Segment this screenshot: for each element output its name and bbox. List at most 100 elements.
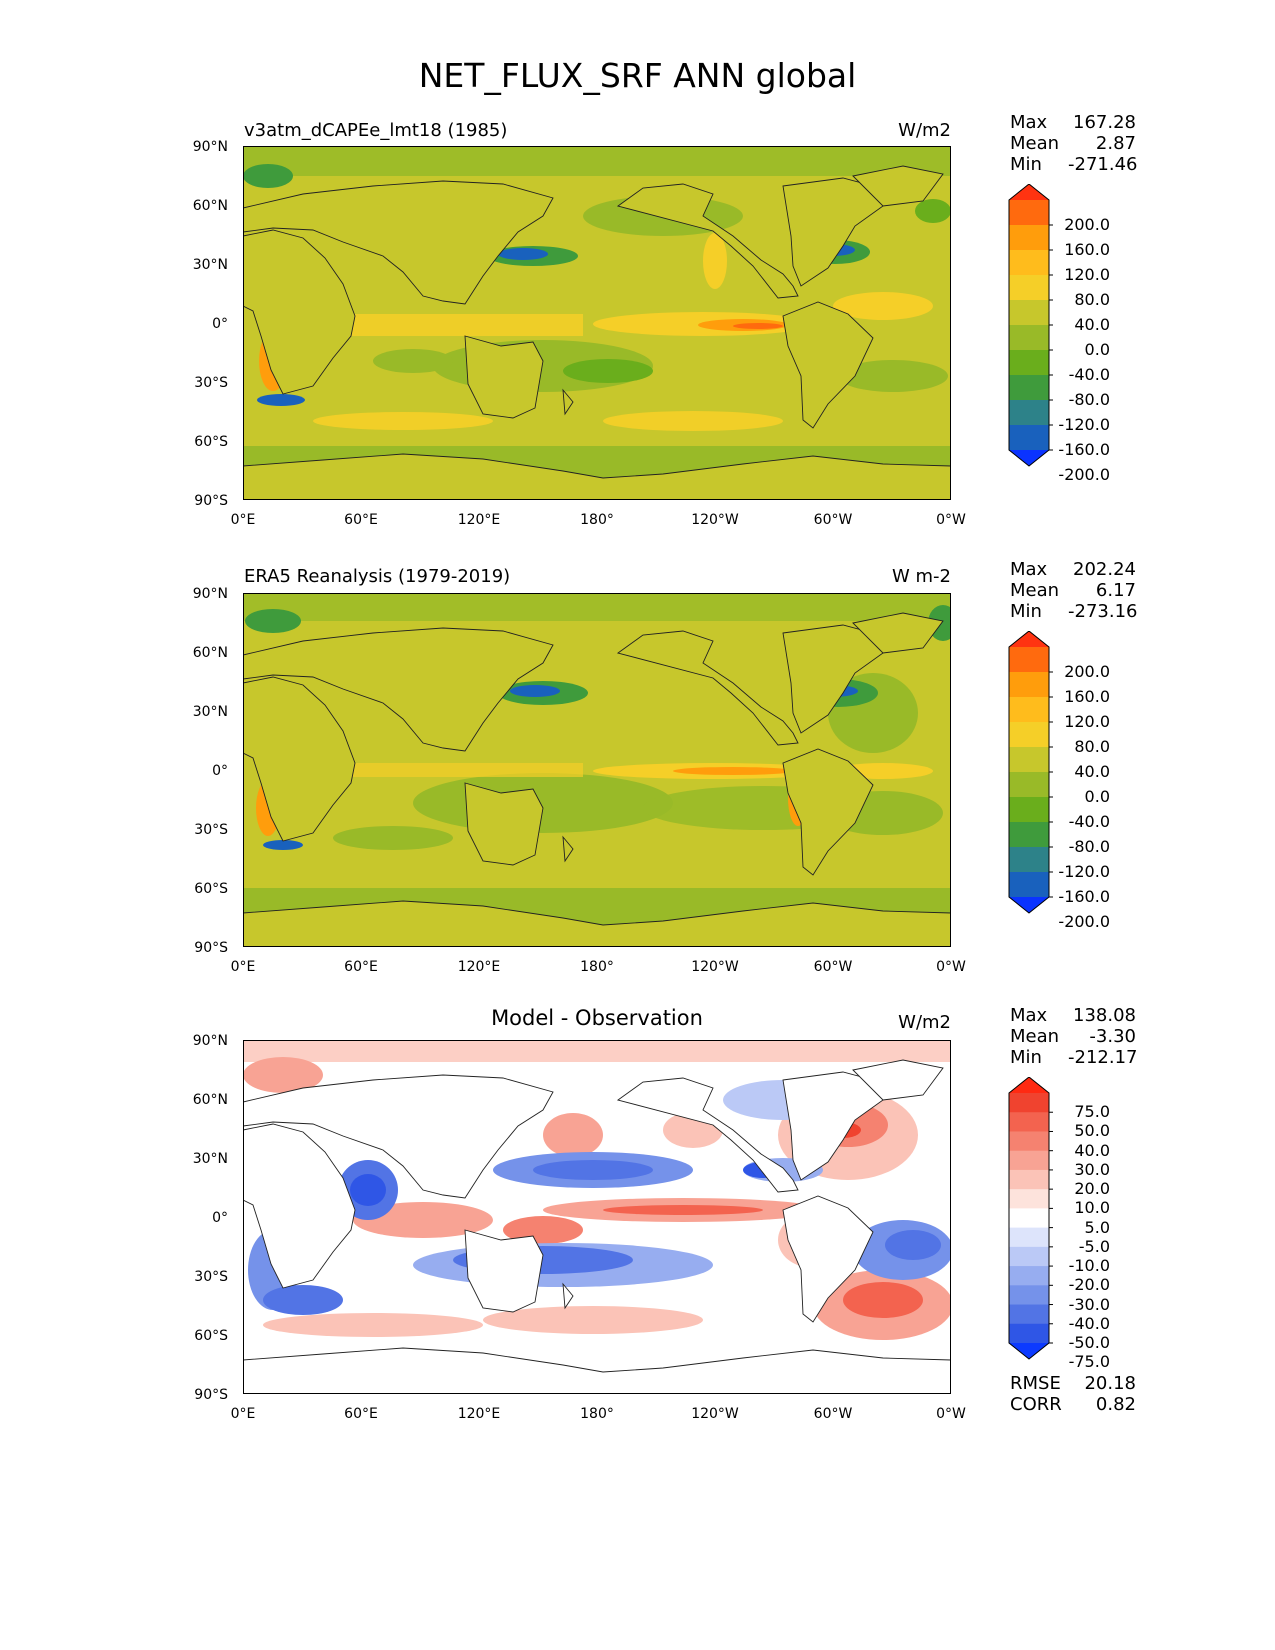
p1-lon-tick: 0°E [230, 512, 256, 528]
colorbar-label: 75.0 [1074, 1102, 1110, 1122]
colorbar-label: -40.0 [1068, 1313, 1110, 1333]
colorbar-box [1009, 772, 1049, 798]
colorbar-box [1009, 1227, 1049, 1248]
colorbar-label: -5.0 [1078, 1236, 1110, 1256]
panel-2-map [243, 593, 951, 947]
p3-stat-mean: Mean -3.30 [1010, 1026, 1136, 1047]
colorbar-extend-max [1009, 1077, 1049, 1093]
p3-lat-tick: 60°N [192, 1092, 228, 1108]
colorbar-box [1009, 1323, 1049, 1344]
coastlines [243, 1059, 951, 1394]
p3-lat-tick: 60°S [194, 1328, 228, 1344]
panel-2-units: W m-2 [891, 566, 951, 587]
p3-lon-tick: 0°W [936, 1406, 966, 1422]
colorbar-box [1009, 1150, 1049, 1171]
colorbar-label: 10.0 [1074, 1198, 1110, 1218]
p2-lat-tick: 90°S [194, 940, 228, 956]
colorbar-box [1009, 1246, 1049, 1267]
p1-stat-max: Max 167.28 [1010, 112, 1136, 133]
colorbar-label: -20.0 [1068, 1275, 1110, 1295]
p3-lon-tick: 120°W [691, 1406, 739, 1422]
p1-lat-tick: 60°N [192, 198, 228, 214]
colorbar-box [1009, 200, 1049, 226]
p3-stat-max: Max 138.08 [1010, 1005, 1136, 1026]
panel-3-units: W/m2 [898, 1012, 951, 1033]
p2-lon-tick: 60°E [344, 959, 378, 975]
equatorial-warm-band [333, 314, 583, 336]
p2-lat-tick: 0° [212, 763, 228, 779]
colorbar-box [1009, 1285, 1049, 1306]
coastlines [243, 612, 951, 947]
p3-lat-tick: 30°S [194, 1269, 228, 1285]
colorbar-box [1009, 250, 1049, 276]
p2-lat-tick: 30°S [194, 822, 228, 838]
panel-1-title: v3atm_dCAPEe_lmt18 (1985) [244, 120, 508, 141]
coastlines [243, 165, 951, 500]
p2-colorbar [1008, 631, 1053, 914]
p3-lon-tick: 60°W [813, 1406, 853, 1422]
p1-lon-tick: 120°W [691, 512, 739, 528]
eastern-pacific-warm [673, 767, 793, 775]
agulhas [263, 840, 303, 850]
p2-lon-tick: 0°W [936, 959, 966, 975]
p2-stat-min: Min -273.16 [1010, 601, 1138, 622]
p3-stat-corr: CORR 0.82 [1010, 1394, 1136, 1415]
colorbar-extend-min [1009, 897, 1049, 913]
colorbar-box [1009, 822, 1049, 848]
colorbar-box [1009, 1112, 1049, 1133]
colorbar-label: 40.0 [1074, 1140, 1110, 1160]
colorbar-label: -120.0 [1058, 415, 1110, 434]
p2-lon-tick: 180° [580, 959, 614, 975]
colorbar-box [1009, 1093, 1049, 1113]
p1-lon-tick: 60°W [813, 512, 853, 528]
colorbar-box [1009, 375, 1049, 401]
p1-colorbar [1008, 184, 1053, 467]
p3-lon-tick: 60°E [344, 1406, 378, 1422]
p1-lat-tick: 30°N [192, 257, 228, 273]
figure-title: NET_FLUX_SRF ANN global [418, 56, 857, 95]
colorbar-label: -80.0 [1068, 837, 1110, 856]
p1-lat-tick: 0° [212, 316, 228, 332]
colorbar-box [1009, 697, 1049, 723]
colorbar-label: 120.0 [1064, 265, 1110, 284]
colorbar-box [1009, 275, 1049, 301]
colorbar-extend-max [1009, 631, 1049, 647]
colorbar-box [1009, 647, 1049, 673]
panel-3-map [243, 1040, 951, 1394]
p2-lat-tick: 60°N [192, 645, 228, 661]
p2-stat-mean: Mean 6.17 [1010, 580, 1136, 601]
panel-2-title: ERA5 Reanalysis (1979-2019) [244, 566, 511, 587]
colorbar-label: -30.0 [1068, 1294, 1110, 1314]
colorbar-label: 120.0 [1064, 712, 1110, 731]
colorbar-box [1009, 1266, 1049, 1286]
p3-stat-rmse: RMSE 20.18 [1010, 1373, 1136, 1394]
panel-1-map [243, 146, 951, 500]
p2-lon-tick: 120°E [457, 959, 501, 975]
p2-lon-tick: 0°E [230, 959, 256, 975]
colorbar-box [1009, 872, 1049, 898]
colorbar-box [1009, 797, 1049, 823]
colorbar-label: 20.0 [1074, 1179, 1110, 1199]
colorbar-label: 40.0 [1074, 762, 1110, 781]
p1-lon-tick: 60°E [344, 512, 378, 528]
colorbar-label: 50.0 [1074, 1121, 1110, 1141]
colorbar-label: 160.0 [1064, 687, 1110, 706]
p1-lon-tick: 120°E [457, 512, 501, 528]
colorbar-box [1009, 325, 1049, 351]
colorbar-box [1009, 747, 1049, 773]
colorbar-label: -75.0 [1068, 1352, 1110, 1372]
colorbar-label: 40.0 [1074, 315, 1110, 334]
colorbar-label: 0.0 [1084, 787, 1110, 806]
panel-1-units: W/m2 [898, 120, 951, 141]
p3-lon-tick: 0°E [230, 1406, 256, 1422]
colorbar-label: 5.0 [1084, 1217, 1110, 1237]
p3-lon-tick: 120°E [457, 1406, 501, 1422]
colorbar-label: -50.0 [1068, 1333, 1110, 1352]
p2-lat-tick: 90°N [192, 586, 228, 602]
colorbar-box [1009, 1189, 1049, 1209]
p3-stat-min: Min -212.17 [1010, 1047, 1138, 1068]
colorbar-box [1009, 1131, 1049, 1152]
p2-lon-tick: 120°W [691, 959, 739, 975]
colorbar-box [1009, 1169, 1049, 1190]
colorbar-label: 160.0 [1064, 240, 1110, 259]
